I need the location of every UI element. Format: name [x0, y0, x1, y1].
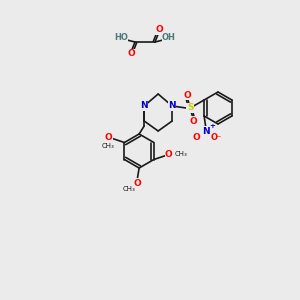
Text: CH₃: CH₃ — [175, 152, 188, 158]
Text: O: O — [133, 178, 141, 188]
Text: O: O — [192, 133, 200, 142]
Text: O: O — [165, 150, 173, 159]
Text: CH₃: CH₃ — [123, 186, 136, 192]
Text: HO: HO — [114, 34, 128, 43]
Text: +: + — [209, 123, 215, 129]
Text: OH: OH — [162, 34, 176, 43]
Text: O: O — [104, 133, 112, 142]
Text: O: O — [155, 26, 163, 34]
Text: CH₃: CH₃ — [102, 142, 115, 148]
Text: S: S — [187, 103, 194, 112]
Text: N: N — [202, 127, 210, 136]
Text: O⁻: O⁻ — [211, 133, 222, 142]
Text: O: O — [183, 91, 191, 100]
Text: O: O — [127, 50, 135, 58]
Text: N: N — [168, 101, 176, 110]
Text: O: O — [189, 116, 197, 125]
Text: N: N — [140, 101, 148, 110]
